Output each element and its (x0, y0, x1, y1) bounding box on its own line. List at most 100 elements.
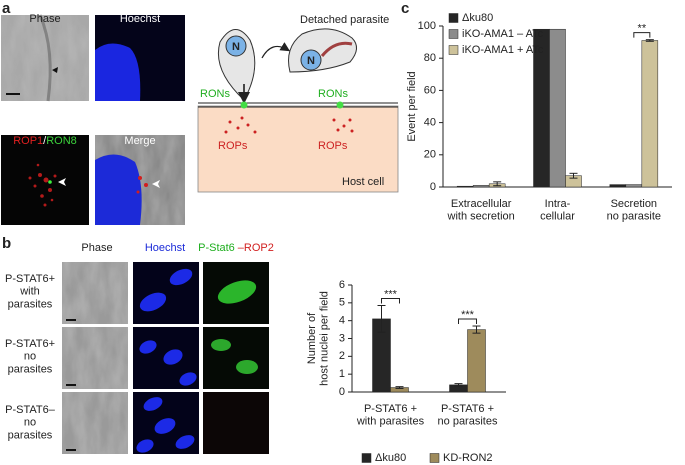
y-tick-label: 1 (339, 368, 345, 380)
legend-label: Δku80 (375, 452, 406, 464)
microscopy-grid (62, 262, 269, 454)
rons-label: RONs (200, 88, 230, 100)
significance-label: ** (638, 23, 647, 35)
row-title: P-STAT6– no parasites (5, 404, 56, 441)
nucleus (169, 268, 193, 286)
error-bar (377, 305, 386, 333)
diagram (197, 28, 399, 193)
stain-name: P-Stat6 (198, 242, 235, 254)
stain-name: ROP1 (13, 135, 43, 147)
bar (467, 329, 486, 393)
host-label: Host cell (342, 176, 384, 188)
error-bar (454, 383, 463, 387)
rops-label: ROPs (218, 140, 248, 152)
y-tick-label: 60 (424, 84, 436, 96)
panel-label: c (401, 0, 409, 17)
nucleus (179, 372, 197, 386)
column-title: Hoechst (145, 242, 185, 254)
y-tick-label: 2 (339, 350, 345, 362)
row-title: P-STAT6+ no parasites (5, 338, 55, 375)
error-bar (569, 172, 578, 179)
column-title: Phase (81, 242, 112, 254)
panel-label: b (2, 235, 11, 252)
image-noise (62, 327, 128, 389)
legend-swatch (361, 453, 372, 463)
x-tick-label: P-STAT6 + with parasites (356, 403, 425, 428)
nucleus (139, 340, 157, 354)
y-tick-label: 0 (339, 386, 345, 398)
bar (609, 184, 627, 188)
error-bar (493, 181, 502, 187)
x-tick-label: Intra-cellular (540, 198, 575, 223)
image-noise (62, 392, 128, 454)
nucleus (136, 439, 154, 453)
y-axis-label: Event per field (406, 71, 418, 141)
x-tick-label: P-STAT6 + no parasites (438, 403, 498, 428)
stat6-signal (236, 360, 258, 374)
y-tick-label: 5 (339, 297, 345, 309)
microscopy-phase (1, 14, 89, 102)
bar (456, 185, 474, 188)
row-title: P-STAT6+ with parasites (5, 273, 55, 310)
nucleus (175, 435, 195, 449)
image-title: Merge (124, 135, 155, 147)
image-title: Phase (29, 13, 60, 25)
bar (641, 40, 659, 188)
image-title: ROP1/RON8 (13, 135, 77, 147)
y-tick-label: 4 (339, 315, 345, 327)
stain-name: RON8 (46, 135, 77, 147)
nucleus (154, 418, 176, 434)
legend-label: KD-RON2 (443, 452, 493, 464)
stain-separator: / (43, 135, 47, 147)
y-tick-label: 80 (424, 52, 436, 64)
panel-label: a (2, 0, 11, 17)
nucleus (163, 349, 183, 365)
y-tick-label: 40 (424, 117, 436, 129)
y-tick-label: 100 (418, 20, 436, 32)
image-noise (62, 262, 128, 324)
stat6-signal (211, 339, 231, 351)
rops-label: ROPs (318, 140, 348, 152)
microscopy-rop-ron (1, 135, 89, 225)
image-bg (203, 327, 269, 389)
y-tick-label: 6 (339, 279, 345, 291)
x-tick-label: Extracellular with secretion (447, 198, 515, 223)
significance-label: *** (461, 309, 475, 321)
y-tick-label: 3 (339, 332, 345, 344)
error-bar (395, 386, 404, 389)
nucleus (139, 292, 167, 312)
stat6-signal (217, 280, 257, 304)
significance-bracket (458, 318, 477, 325)
legend-swatch (448, 29, 459, 39)
legend-label: Δku80 (462, 12, 493, 24)
bar (472, 185, 490, 188)
y-tick-label: 0 (430, 181, 436, 193)
significance-bracket (633, 32, 651, 38)
error-bar (472, 325, 481, 334)
column-title: P-Stat6 –ROP2 (198, 242, 274, 254)
bar (549, 28, 566, 188)
stain-name: –ROP2 (238, 242, 274, 254)
diagram-title: Detached parasite (300, 14, 389, 26)
nucleus (143, 397, 163, 411)
y-axis-label: Number ofhost nuclei per field (306, 291, 331, 386)
image-bg (203, 392, 269, 454)
significance-bracket (381, 298, 400, 304)
significance-label: *** (384, 288, 398, 300)
legend-label: iKO-AMA1 – ATc (462, 28, 544, 40)
microscopy-merge (95, 135, 185, 225)
legend-swatch (448, 13, 459, 23)
error-bar (645, 39, 654, 42)
microscopy-hoechst (95, 15, 185, 101)
bar (625, 184, 643, 188)
legend-label: iKO-AMA1 + ATc (462, 44, 544, 56)
image-title: Hoechst (120, 13, 160, 25)
nucleus-label: N (307, 55, 315, 67)
rons-label: RONs (318, 88, 348, 100)
legend-swatch (448, 45, 459, 55)
legend-swatch (429, 453, 440, 463)
y-tick-label: 20 (424, 149, 436, 161)
nucleus-label: N (232, 41, 240, 53)
x-tick-label: Secretion no parasite (607, 198, 661, 223)
